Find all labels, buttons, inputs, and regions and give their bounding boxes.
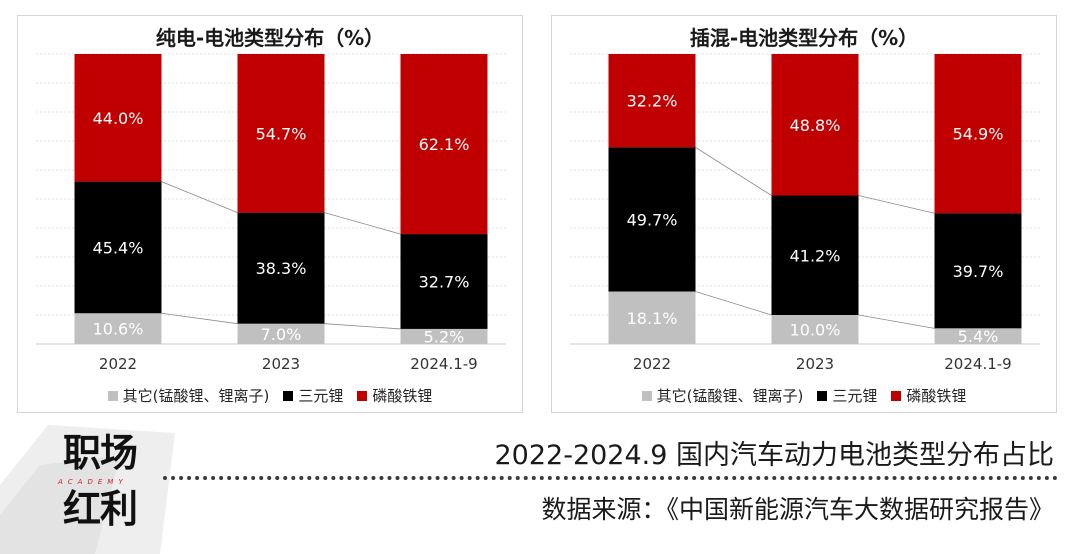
legend-item-ternary: 三元锂 xyxy=(283,385,343,406)
x-tick-label: 2023 xyxy=(796,355,834,373)
legend-label-ternary: 三元锂 xyxy=(832,387,878,405)
bar-data-label: 48.8% xyxy=(790,116,841,135)
chart-panel-phev: 插混-电池类型分布（%） 18.1% 49.7% 32.2% 2022 10.0% 41.… xyxy=(551,15,1057,413)
bar-data-label: 32.2% xyxy=(627,92,678,111)
bar-segment-lfp xyxy=(934,54,1022,214)
bar-segment-others xyxy=(934,328,1022,344)
bar-segment-ternary xyxy=(237,212,325,324)
bar-data-label: 18.1% xyxy=(627,309,678,328)
legend-swatch-lfp xyxy=(891,390,902,401)
bar-segment-ternary xyxy=(934,213,1022,329)
legend-item-others: 其它(锰酸锂、锂离子) xyxy=(107,385,270,406)
bar-segment-others xyxy=(771,315,859,344)
brand-brushstroke xyxy=(0,425,175,554)
legend-label-lfp: 磷酸铁锂 xyxy=(372,387,433,405)
bar-data-label: 44.0% xyxy=(93,109,144,128)
bar-segment-ternary xyxy=(608,147,696,292)
bar-data-label: 32.7% xyxy=(419,273,470,292)
series-connector-line xyxy=(324,323,401,330)
bar-data-label: 49.7% xyxy=(627,210,678,229)
bar-data-label: 38.3% xyxy=(256,259,307,278)
figure-caption-source: 数据来源：《中国新能源汽车大数据研究报告》 xyxy=(541,495,1054,524)
legend-label-lfp: 磷酸铁锂 xyxy=(906,387,967,405)
x-tick-label: 2022 xyxy=(99,355,137,373)
x-tick-label: 2023 xyxy=(262,355,300,373)
chart-legend: 其它(锰酸锂、锂离子) 三元锂 磷酸铁锂 xyxy=(552,385,1056,406)
bar-segment-lfp xyxy=(608,54,696,148)
bar-segment-lfp xyxy=(771,54,859,196)
chart-legend: 其它(锰酸锂、锂离子) 三元锂 磷酸铁锂 xyxy=(18,385,522,406)
bar-segment-lfp xyxy=(74,54,162,182)
legend-label-others: 其它(锰酸锂、锂离子) xyxy=(122,387,270,405)
legend-item-others: 其它(锰酸锂、锂离子) xyxy=(641,385,804,406)
legend-item-lfp: 磷酸铁锂 xyxy=(357,385,432,406)
brand-logo-sub: ACADEMY xyxy=(58,478,128,486)
bar-data-label: 5.4% xyxy=(958,327,999,346)
bar-data-label: 10.6% xyxy=(93,320,144,339)
legend-swatch-ternary xyxy=(817,390,828,401)
bar-segment-others xyxy=(237,323,325,344)
chart-plot-phev: 18.1% 49.7% 32.2% 2022 10.0% 41.2% 48.8% 2023 5.… xyxy=(570,53,1040,373)
chart-title: 插混-电池类型分布（%） xyxy=(689,26,919,50)
legend-label-others: 其它(锰酸锂、锂离子) xyxy=(656,387,804,405)
bar-data-label: 54.9% xyxy=(953,125,1004,144)
bar-segment-others xyxy=(74,313,162,344)
legend-item-ternary: 三元锂 xyxy=(817,385,877,406)
legend-label-ternary: 三元锂 xyxy=(298,387,344,405)
bar-data-label: 10.0% xyxy=(790,321,841,340)
x-tick-label: 2022 xyxy=(633,355,671,373)
bar-data-label: 41.2% xyxy=(790,246,841,265)
bar-segment-others xyxy=(400,328,488,344)
bar-data-label: 5.2% xyxy=(424,327,465,346)
legend-swatch-others xyxy=(641,390,652,401)
x-tick-label: 2024.1-9 xyxy=(410,355,477,373)
caption-divider xyxy=(163,476,1058,480)
chart-plot-bev: 10.6% 45.4% 44.0% 2022 7.0% 38.3% 54.7% 2023 5.2… xyxy=(36,53,506,373)
bar-segment-lfp xyxy=(237,54,325,213)
bar-segment-ternary xyxy=(771,195,859,315)
bar-data-label: 45.4% xyxy=(93,238,144,257)
figure-caption-title: 2022-2024.9 国内汽车动力电池类型分布占比 xyxy=(494,440,1054,471)
bar-data-label: 54.7% xyxy=(256,124,307,143)
x-tick-label: 2024.1-9 xyxy=(944,355,1011,373)
legend-swatch-ternary xyxy=(283,390,294,401)
bar-data-label: 39.7% xyxy=(953,262,1004,281)
series-connector-line xyxy=(695,147,772,196)
chart-panel-bev: 纯电-电池类型分布（%） 10.6% 45.4% 44.0% 2022 7.0% 38.3… xyxy=(17,15,523,413)
bar-segment-ternary xyxy=(400,234,488,329)
series-connector-line xyxy=(161,181,238,214)
legend-item-lfp: 磷酸铁锂 xyxy=(891,385,966,406)
legend-swatch-lfp xyxy=(357,390,368,401)
series-connector-line xyxy=(324,212,401,235)
bar-data-label: 7.0% xyxy=(261,325,302,344)
bar-segment-others xyxy=(608,291,696,344)
bar-data-label: 62.1% xyxy=(419,135,470,154)
series-connector-line xyxy=(858,314,935,329)
bar-segment-ternary xyxy=(74,181,162,314)
brand-logo-line2: 红利 xyxy=(63,487,138,531)
series-connector-line xyxy=(161,312,238,325)
bar-segment-lfp xyxy=(400,54,488,235)
series-connector-line xyxy=(695,291,772,316)
legend-swatch-others xyxy=(107,390,118,401)
series-connector-line xyxy=(858,195,935,214)
chart-title: 纯电-电池类型分布（%） xyxy=(155,26,385,50)
brand-logo-line1: 职场 xyxy=(63,431,138,475)
